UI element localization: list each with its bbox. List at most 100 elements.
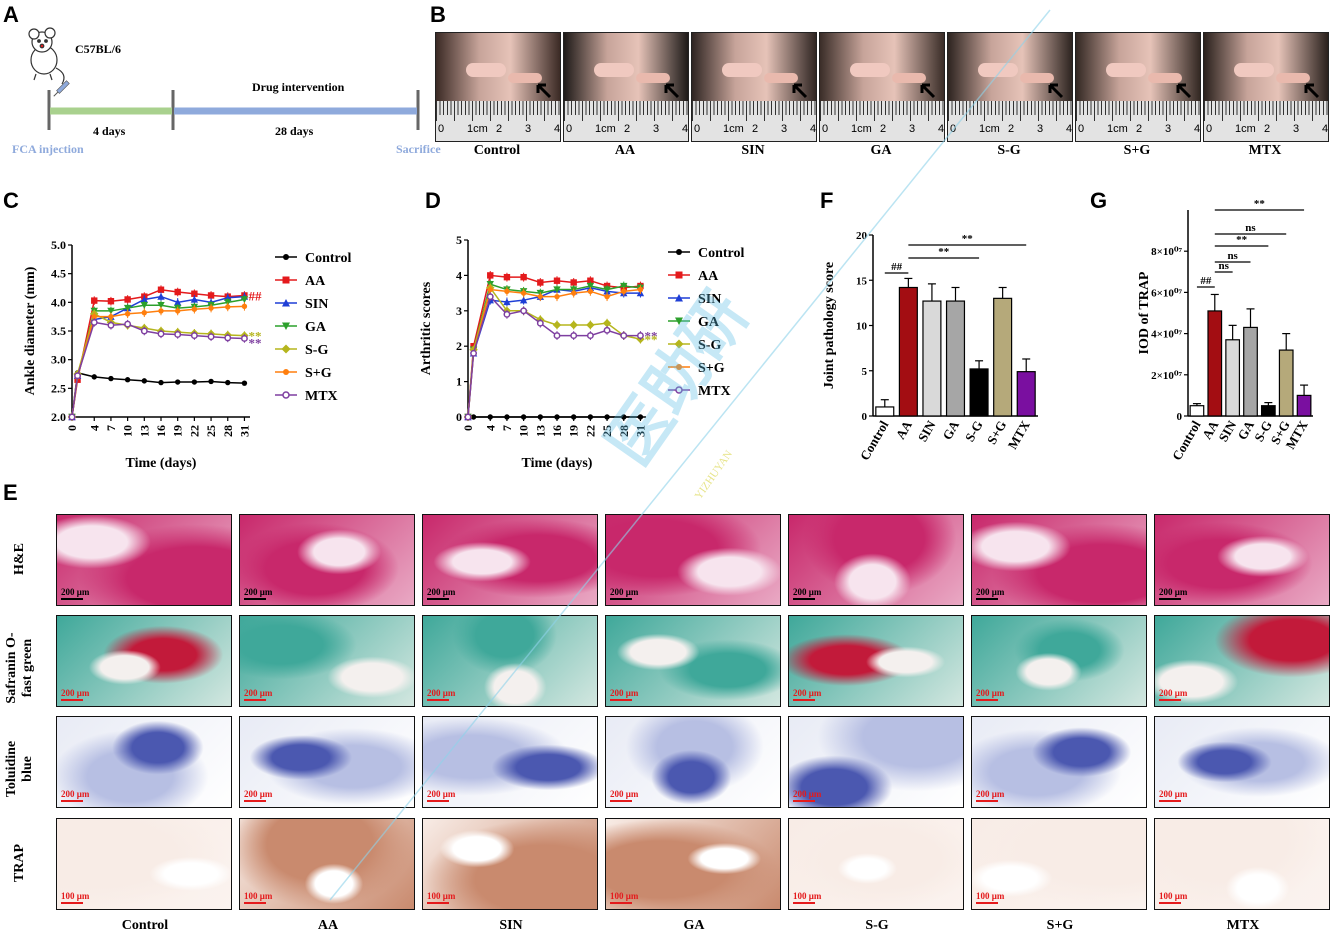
data-point <box>68 413 76 421</box>
data-point <box>282 276 290 284</box>
legend-label: AA <box>305 274 326 289</box>
row-label: Safranin O- fast green <box>4 632 35 704</box>
data-point <box>282 322 290 330</box>
x-axis-label: Time (days) <box>126 456 197 471</box>
data-point <box>108 375 114 382</box>
scale-bar: 200 μm <box>61 688 89 701</box>
bar-AA <box>1207 310 1223 417</box>
data-point <box>107 307 115 315</box>
phase1-duration: 4 days <box>93 124 126 138</box>
histology-image: 200 μm <box>239 514 415 606</box>
data-point <box>240 335 248 342</box>
x-tick-label: 4 <box>87 425 101 431</box>
fca-injection-label: FCA injection <box>12 142 84 156</box>
bracket-label: ** <box>1254 200 1266 210</box>
ruler-label: 0 <box>1206 123 1213 135</box>
histology-image: 200 μm <box>788 615 964 707</box>
ruler-label: 3 <box>1293 123 1300 135</box>
column-label: S+G <box>1046 918 1074 933</box>
data-point <box>157 292 165 300</box>
data-point <box>123 304 132 312</box>
x-tick-label: 7 <box>104 425 118 431</box>
scale-bar: 200 μm <box>61 587 89 600</box>
histology-image: 200 μm <box>56 716 232 808</box>
histology-image: 100 μm <box>971 818 1147 910</box>
arrow-icon <box>1304 83 1320 99</box>
scale-bar: 200 μm <box>976 587 1004 600</box>
x-tick-label: 22 <box>187 425 201 437</box>
scale-bar: 200 μm <box>793 789 821 802</box>
bracket-label: ns <box>1227 250 1238 262</box>
histology-image: 200 μm <box>1154 716 1330 808</box>
scale-bar: 200 μm <box>610 688 638 701</box>
x-tick-label: 25 <box>204 425 218 437</box>
column-label: S-G <box>865 918 889 933</box>
histology-image: 200 μm <box>1154 615 1330 707</box>
data-point <box>241 303 248 310</box>
data-point <box>225 304 231 310</box>
data-point <box>74 372 82 380</box>
panel-c-chart: 2.0 2.5 3.0 3.5 4.0 4.5 5.0 0 4 7 10 13 16 19 22 25 28 31… <box>23 238 352 471</box>
x-tick-label: 0 <box>65 425 79 431</box>
column-label: Control <box>121 918 169 933</box>
data-point <box>190 332 198 340</box>
scale-bar: 100 μm <box>976 891 1004 904</box>
data-point <box>173 298 182 306</box>
histology-image: 200 μm <box>605 716 781 808</box>
x-tick-label: 13 <box>137 425 151 437</box>
histology-image: 200 μm <box>788 716 964 808</box>
data-point <box>108 313 114 320</box>
panel-g-chart: 02×10⁰⁷4×10⁰⁷6×10⁰⁷8×10⁰⁷ControlAASINGAS… <box>1137 200 1313 463</box>
data-point <box>141 309 148 316</box>
significance-mark: ** <box>248 335 261 350</box>
legend-label: S+G <box>305 366 332 381</box>
data-point <box>241 380 248 386</box>
scale-bar: 200 μm <box>244 789 272 802</box>
data-point <box>224 334 232 342</box>
scale-bar: 200 μm <box>793 688 821 701</box>
column-label: MTX <box>1226 918 1260 933</box>
data-point <box>191 290 198 297</box>
y-tick-label: 0 <box>1177 411 1183 423</box>
bar-SIN <box>1225 339 1241 417</box>
histology-image: 200 μm <box>422 514 598 606</box>
scale-bar: 100 μm <box>244 891 272 904</box>
y-axis-label: Ankle diameter (mm) <box>23 266 38 395</box>
data-point <box>124 296 131 303</box>
panel-letter-e: E <box>3 480 18 505</box>
scale-bar: 100 μm <box>793 891 821 904</box>
data-point <box>157 330 165 338</box>
data-point <box>174 379 181 385</box>
y-tick-label: 2×10⁰⁷ <box>1151 370 1183 382</box>
bar-Control <box>1189 405 1205 417</box>
y-tick-label: 2.5 <box>51 381 66 395</box>
phase2-title: Drug intervention <box>252 80 345 94</box>
strain-label: C57BL/6 <box>75 42 122 56</box>
scale-bar: 200 μm <box>1159 789 1187 802</box>
column-label: SIN <box>499 918 523 933</box>
histology-image: 200 μm <box>56 615 232 707</box>
scale-bar: 200 μm <box>610 789 638 802</box>
ruler: 0 1cm 2 3 4 <box>1204 101 1328 141</box>
scale-bar: 200 μm <box>244 587 272 600</box>
ruler-label: 2 <box>1264 123 1271 135</box>
y-tick-label: 8×10⁰⁷ <box>1151 246 1183 258</box>
data-point <box>191 379 198 385</box>
significance-mark: ## <box>248 288 262 303</box>
series-line <box>71 371 245 418</box>
data-point <box>174 288 181 296</box>
data-point <box>91 374 97 380</box>
series-line <box>71 305 245 418</box>
histology-image: 100 μm <box>1154 818 1330 910</box>
data-point <box>207 333 215 341</box>
bracket-label: ** <box>1236 234 1248 246</box>
data-point <box>207 292 215 299</box>
significance-mark: ** <box>248 329 261 344</box>
histology-image: 100 μm <box>239 818 415 910</box>
data-point <box>158 379 164 386</box>
ruler-label: 4 <box>1194 123 1201 135</box>
data-point <box>140 295 149 303</box>
data-point <box>190 295 199 303</box>
data-point <box>282 299 290 307</box>
